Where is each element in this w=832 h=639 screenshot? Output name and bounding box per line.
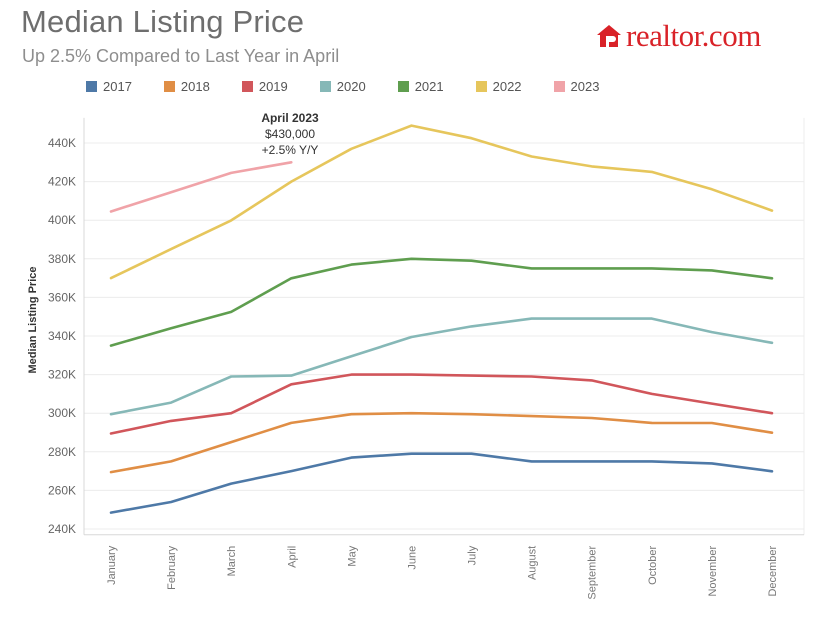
legend-swatch	[553, 81, 565, 92]
legend-label: 2020	[336, 79, 366, 94]
brand-logo: realtor.com	[596, 18, 761, 54]
y-tick-label: 320K	[48, 368, 76, 382]
legend-swatch	[241, 81, 253, 92]
legend-item-2021: 2021	[397, 79, 444, 94]
y-tick-label: 420K	[48, 175, 76, 189]
legend-swatch	[475, 81, 487, 92]
x-tick-label: February	[166, 545, 178, 590]
x-tick-label: June	[406, 546, 418, 570]
x-tick-label: March	[226, 546, 238, 577]
y-tick-label: 380K	[48, 252, 76, 266]
series-line-2018	[109, 411, 774, 474]
legend-swatch	[397, 81, 409, 92]
legend-label: 2022	[492, 79, 522, 94]
legend-item-2023: 2023	[553, 79, 600, 94]
legend-label: 2019	[258, 79, 288, 94]
x-tick-label: October	[647, 545, 659, 584]
series-line-2017	[109, 452, 774, 514]
series-line-2020	[109, 317, 774, 416]
brand-name: realtor.com	[626, 18, 761, 53]
series-line-2023	[109, 161, 293, 213]
chart-legend: 2017 2018 2019 2020 2021 2022 2023	[86, 79, 631, 94]
x-tick-label: May	[346, 545, 358, 566]
y-tick-label: 400K	[48, 213, 76, 227]
x-tick-label: August	[527, 546, 539, 580]
annotation-change: +2.5% Y/Y	[261, 143, 319, 157]
legend-item-2019: 2019	[241, 79, 288, 94]
house-icon	[597, 25, 621, 47]
y-tick-label: 260K	[48, 483, 76, 497]
y-tick-label: 340K	[48, 329, 76, 343]
legend-label: 2017	[103, 79, 132, 94]
legend-swatch	[163, 81, 175, 92]
x-tick-label: April	[286, 546, 298, 568]
legend-label: 2021	[414, 79, 444, 94]
legend-label: 2023	[570, 79, 600, 94]
x-tick-label: December	[767, 545, 779, 596]
y-tick-label: 300K	[48, 406, 76, 420]
x-tick-label: July	[467, 545, 479, 565]
annotation-title: April 2023	[261, 111, 319, 125]
legend-item-2022: 2022	[475, 79, 522, 94]
legend-item-2018: 2018	[163, 79, 210, 94]
chart-subtitle: Up 2.5% Compared to Last Year in April	[22, 46, 340, 66]
series-line-2022	[109, 124, 774, 280]
y-tick-label: 280K	[48, 445, 76, 459]
legend-item-2020: 2020	[319, 79, 366, 94]
annotation-value: $430,000	[264, 127, 316, 141]
x-tick-label: November	[707, 545, 719, 596]
series-line-2021	[109, 257, 774, 347]
y-tick-label: 240K	[48, 522, 76, 536]
legend-label: 2018	[180, 79, 210, 94]
y-tick-label: 440K	[48, 136, 76, 150]
legend-item-2017: 2017	[86, 79, 132, 94]
x-tick-label: January	[106, 545, 118, 585]
series-line-2019	[109, 373, 774, 435]
legend-swatch	[86, 81, 97, 92]
chart-title: Median Listing Price	[21, 4, 305, 39]
legend-swatch	[319, 81, 331, 92]
annotation-april-2023: April 2023 $430,000 +2.5% Y/Y	[240, 110, 340, 158]
y-tick-label: 360K	[48, 290, 76, 304]
x-tick-label: September	[587, 545, 599, 599]
